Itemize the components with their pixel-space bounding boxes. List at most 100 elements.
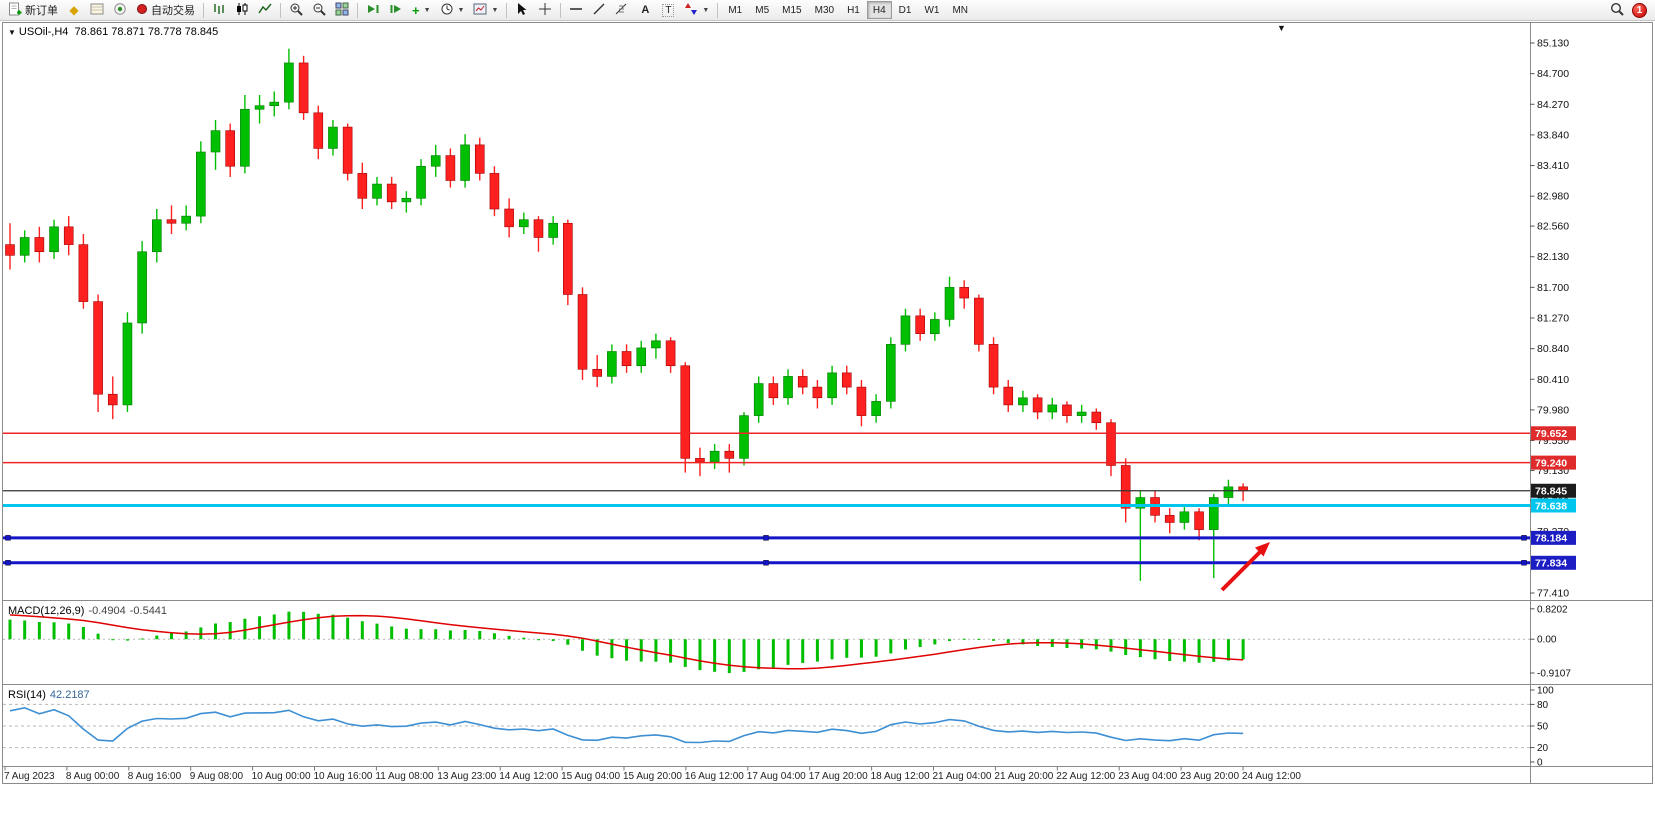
macd-bar — [948, 639, 952, 642]
candle — [577, 294, 588, 370]
candlestick-chart-button[interactable] — [231, 1, 253, 20]
rsi-axis-label: 20 — [1537, 743, 1549, 754]
horizontal-line-button[interactable] — [565, 1, 587, 20]
time-axis-label: 23 Aug 04:00 — [1118, 771, 1177, 782]
macd-layer — [8, 611, 1245, 674]
fibonacci-button[interactable] — [611, 1, 633, 20]
autotrade-button[interactable]: 自动交易 — [132, 1, 199, 20]
macd-signal-value: -0.5441 — [129, 605, 168, 617]
data-window-button[interactable] — [86, 1, 108, 20]
line-chart-icon — [258, 2, 272, 19]
timeframe-button-d1[interactable]: D1 — [893, 1, 918, 19]
text-label-button[interactable]: T — [657, 1, 679, 20]
annotation-arrow[interactable] — [1220, 549, 1263, 592]
macd-bar — [1124, 639, 1128, 656]
quick-trade-collapse-icon[interactable]: ▼ — [1277, 23, 1286, 33]
line-handle[interactable] — [5, 560, 11, 566]
candle — [1179, 511, 1190, 523]
timeframe-toolbar: M1 M5 M15 M30 H1 H4 D1 W1 MN — [722, 1, 974, 19]
tile-windows-button[interactable] — [331, 1, 353, 20]
price-tag — [1531, 530, 1576, 545]
macd-axis-label: 0.8202 — [1537, 604, 1568, 615]
candle — [636, 347, 647, 367]
market-watch-button[interactable]: ◆ — [63, 1, 85, 20]
timeframe-button-m15[interactable]: M15 — [776, 1, 807, 19]
macd-bar — [214, 623, 218, 640]
auto-scroll-button[interactable] — [362, 1, 384, 20]
chart-shift-button[interactable] — [385, 1, 407, 20]
template-icon — [473, 2, 487, 19]
timeframe-button-h4[interactable]: H4 — [866, 1, 892, 19]
macd-bar — [96, 633, 100, 640]
price-tag — [1531, 555, 1576, 570]
macd-bar — [1168, 639, 1172, 662]
cursor-icon — [515, 2, 529, 19]
zoom-in-button[interactable] — [285, 1, 307, 20]
time-axis-label: 22 Aug 12:00 — [1056, 771, 1115, 782]
macd-bar — [874, 639, 878, 657]
macd-bar — [448, 630, 452, 640]
macd-bar — [140, 638, 144, 640]
candle — [107, 393, 118, 406]
candle — [533, 219, 544, 238]
timeframe-button-mn[interactable]: MN — [946, 1, 974, 19]
crosshair-button[interactable] — [534, 1, 556, 20]
bar-chart-icon — [212, 2, 226, 19]
timeframe-button-m1[interactable]: M1 — [722, 1, 748, 19]
svg-text:78.184: 78.184 — [1535, 533, 1567, 545]
candle — [900, 315, 911, 345]
timeframe-button-w1[interactable]: W1 — [918, 1, 945, 19]
timeframe-button-m30[interactable]: M30 — [809, 1, 840, 19]
text-button[interactable]: A — [634, 1, 656, 20]
line-handle[interactable] — [763, 535, 769, 541]
zoom-out-button[interactable] — [308, 1, 330, 20]
line-chart-button[interactable] — [254, 1, 276, 20]
svg-text:79.652: 79.652 — [1535, 428, 1567, 440]
collapse-chart-icon[interactable]: ▼ — [8, 28, 16, 37]
rsi-indicator-label: RSI(14) 42.2187 — [8, 689, 90, 701]
chevron-down-icon: ▼ — [423, 6, 431, 14]
horizontal-line-icon — [569, 2, 583, 19]
indicators-button[interactable]: + ▼ — [408, 1, 435, 20]
candle — [1076, 411, 1087, 416]
macd-bar — [683, 639, 687, 667]
navigator-button[interactable] — [109, 1, 131, 20]
candle — [137, 251, 147, 324]
arrows-button[interactable]: ▼ — [680, 1, 713, 20]
annotation-arrow-head[interactable] — [1255, 542, 1270, 557]
candle — [1106, 422, 1116, 466]
macd-bar — [845, 639, 849, 658]
macd-bar — [1021, 639, 1025, 645]
search-button[interactable] — [1606, 1, 1628, 20]
macd-bar — [316, 613, 320, 640]
line-handle[interactable] — [5, 535, 11, 541]
svg-text:78.638: 78.638 — [1535, 500, 1567, 512]
time-axis-label: 7 Aug 2023 — [4, 771, 55, 782]
line-handle[interactable] — [1521, 535, 1527, 541]
macd-bar — [786, 639, 790, 665]
candle — [298, 62, 309, 114]
line-handle[interactable] — [1521, 560, 1527, 566]
macd-bar — [243, 618, 247, 640]
periods-button[interactable]: ▼ — [436, 1, 469, 20]
price-tag — [1531, 426, 1576, 441]
candle — [181, 215, 191, 224]
candle — [1018, 397, 1028, 406]
bar-chart-button[interactable] — [208, 1, 230, 20]
macd-bar — [346, 617, 350, 640]
new-order-button[interactable]: 新订单 — [4, 1, 62, 20]
trendline-button[interactable] — [588, 1, 610, 20]
timeframe-button-m5[interactable]: M5 — [749, 1, 775, 19]
templates-button[interactable]: ▼ — [469, 1, 502, 20]
macd-bar — [23, 620, 27, 640]
macd-bar — [155, 635, 159, 640]
cursor-button[interactable] — [511, 1, 533, 20]
timeframe-button-h1[interactable]: H1 — [841, 1, 866, 19]
macd-bar — [654, 639, 658, 662]
chart-symbol-header[interactable]: ▼ USOil-,H4 78.861 78.871 78.778 78.845 — [8, 26, 218, 38]
candle — [885, 344, 896, 402]
notification-badge[interactable]: 1 — [1632, 2, 1647, 18]
line-handle[interactable] — [763, 560, 769, 566]
time-axis-label: 8 Aug 16:00 — [128, 771, 182, 782]
